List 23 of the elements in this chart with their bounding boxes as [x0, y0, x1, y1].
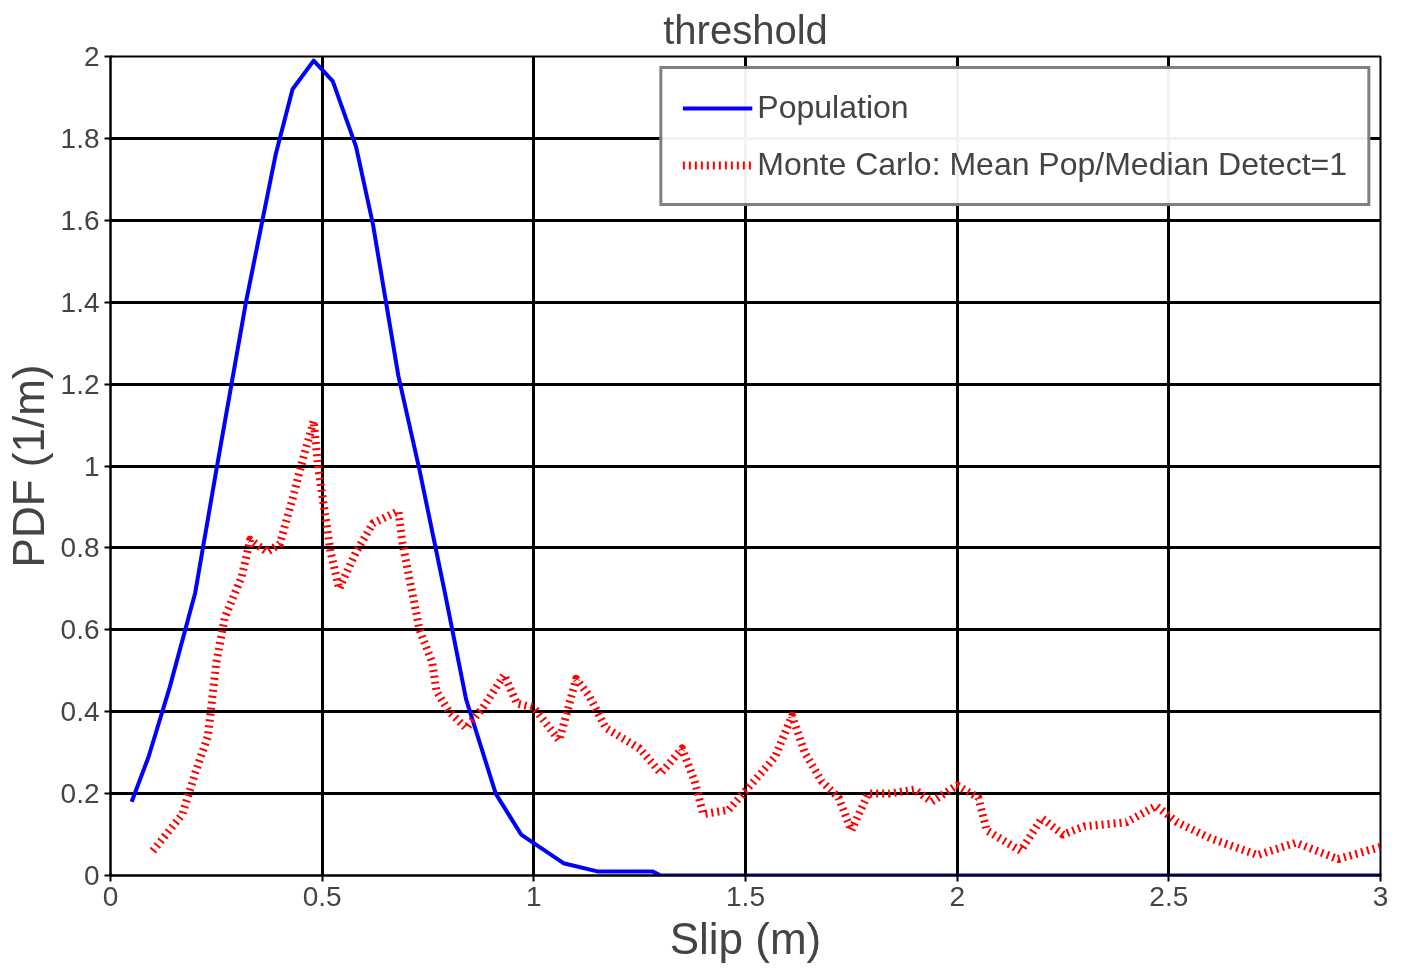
y-tick-label: 0: [83, 860, 100, 891]
x-tick-label: 2.5: [1149, 880, 1189, 912]
x-axis-title: Slip (m): [669, 913, 822, 963]
y-tick-label: 0.2: [60, 778, 100, 810]
y-tick-label: 0.8: [60, 532, 100, 564]
x-tick-label: 3: [1372, 880, 1389, 912]
y-tick-label: 1.4: [60, 286, 100, 318]
y-tick-label: 1.8: [60, 122, 100, 154]
x-tick-label: 1: [526, 880, 542, 912]
y-tick-label: 1.6: [60, 204, 100, 236]
x-tick-label: 2: [949, 880, 965, 912]
legend-label: Population: [757, 89, 909, 126]
y-tick-label: 0.6: [60, 614, 100, 646]
chart-title: threshold: [663, 7, 828, 52]
y-axis-title: PDF (1/m): [3, 364, 53, 568]
line-series: [129, 58, 1381, 876]
y-tick-label: 0.4: [60, 696, 100, 728]
x-tick-label: 0.5: [302, 880, 342, 912]
x-tick-label: 1.5: [726, 880, 765, 912]
y-tick-label: 1.2: [60, 368, 100, 400]
legend-label: Monte Carlo: Mean Pop/Median Detect=1: [757, 146, 1347, 183]
y-tick-label: 1: [83, 450, 100, 482]
y-tick-label: 2: [83, 41, 100, 72]
